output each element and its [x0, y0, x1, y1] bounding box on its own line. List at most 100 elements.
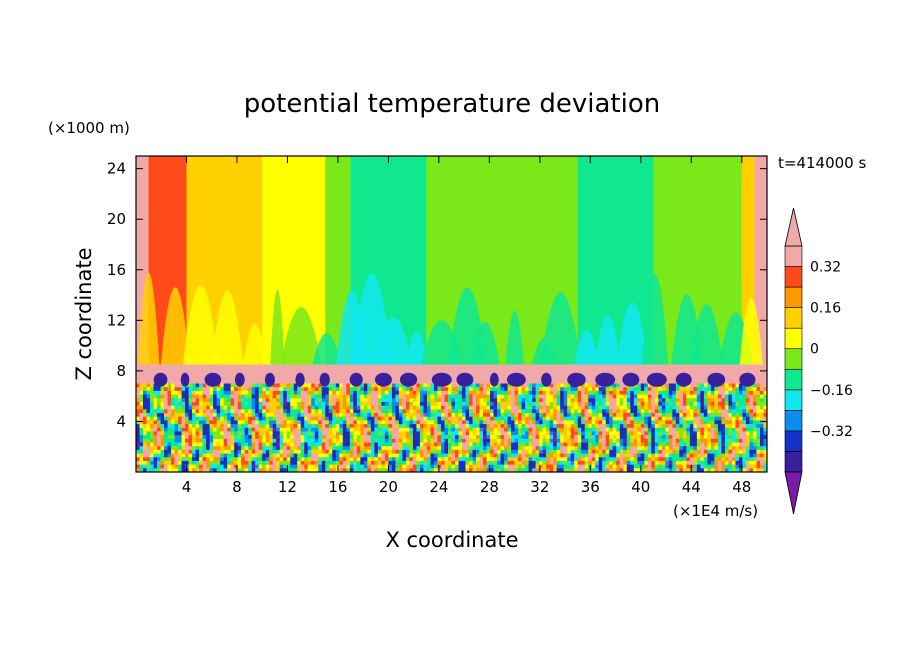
turbulence-cell	[272, 405, 277, 410]
turbulence-cell	[651, 387, 656, 392]
turbulence-cell	[377, 387, 382, 392]
turbulence-cell	[213, 435, 218, 440]
turbulence-cell	[714, 453, 719, 458]
turbulence-cell	[251, 460, 256, 466]
turbulence-cell	[258, 383, 263, 388]
turbulence-cell	[146, 446, 151, 451]
turbulence-cell	[265, 457, 270, 462]
turbulence-cell	[637, 442, 642, 447]
turbulence-cell	[283, 435, 288, 440]
turbulence-cell	[251, 413, 256, 418]
turbulence-cell	[675, 401, 680, 407]
turbulence-cell	[612, 405, 617, 410]
turbulence-cell	[535, 431, 540, 436]
turbulence-cell	[391, 464, 396, 469]
turbulence-cell	[525, 398, 530, 403]
turbulence-cell	[556, 457, 561, 462]
turbulence-cell	[483, 401, 487, 407]
turbulence-cell	[469, 431, 473, 436]
turbulence-cell	[255, 420, 260, 425]
turbulence-cell	[588, 416, 593, 421]
turbulence-cell	[293, 427, 298, 432]
turbulence-cell	[640, 405, 645, 410]
turbulence-cell	[433, 457, 438, 462]
turbulence-cell	[700, 442, 705, 447]
turbulence-cell	[584, 464, 589, 469]
turbulence-cell	[395, 398, 400, 403]
turbulence-cell	[633, 449, 638, 454]
turbulence-cell	[490, 431, 494, 436]
turbulence-cell	[269, 442, 274, 447]
turbulence-cell	[640, 401, 645, 407]
turbulence-cell	[244, 460, 249, 466]
turbulence-cell	[763, 413, 767, 418]
turbulence-cell	[742, 409, 747, 414]
turbulence-cell	[398, 435, 403, 440]
turbulence-cell	[297, 457, 302, 462]
turbulence-cell	[619, 413, 624, 418]
turbulence-cell	[609, 457, 614, 462]
turbulence-cell	[745, 468, 750, 472]
turbulence-cell	[476, 468, 480, 472]
turbulence-cell	[752, 460, 757, 466]
turbulence-cell	[276, 405, 281, 410]
turbulence-cell	[300, 446, 305, 451]
turbulence-cell	[426, 449, 431, 454]
turbulence-cell	[707, 468, 712, 472]
turbulence-cell	[672, 383, 677, 388]
turbulence-cell	[174, 401, 179, 407]
turbulence-cell	[619, 453, 624, 458]
turbulence-cell	[493, 420, 498, 425]
turbulence-cell	[616, 416, 621, 421]
turbulence-cell	[619, 457, 624, 462]
turbulence-cell	[668, 390, 673, 395]
turbulence-cell	[174, 424, 179, 429]
turbulence-cell	[581, 409, 586, 414]
turbulence-cell	[444, 438, 449, 443]
turbulence-cell	[542, 438, 547, 443]
turbulence-cell	[370, 409, 375, 414]
turbulence-cell	[518, 390, 523, 395]
turbulence-cell	[637, 435, 642, 440]
turbulence-cell	[693, 438, 698, 443]
turbulence-cell	[731, 394, 736, 399]
turbulence-cell	[672, 453, 677, 458]
turbulence-cell	[433, 398, 438, 403]
updraft-plume	[242, 324, 267, 365]
turbulence-cell	[430, 387, 435, 392]
turbulence-cell	[665, 449, 670, 454]
turbulence-cell	[363, 420, 368, 425]
turbulence-cell	[346, 446, 351, 451]
turbulence-cell	[374, 390, 379, 395]
turbulence-cell	[342, 449, 347, 454]
turbulence-cell	[728, 464, 733, 469]
turbulence-cell	[721, 383, 726, 388]
turbulence-cell	[272, 431, 277, 436]
turbulence-cell	[451, 424, 456, 429]
turbulence-cell	[661, 449, 666, 454]
turbulence-cell	[591, 446, 596, 451]
turbulence-cell	[514, 442, 519, 447]
turbulence-cell	[619, 449, 624, 454]
turbulence-cell	[223, 453, 228, 458]
turbulence-cell	[679, 446, 684, 451]
turbulence-cell	[139, 424, 144, 429]
turbulence-cell	[549, 457, 554, 462]
turbulence-cell	[195, 468, 200, 472]
turbulence-cell	[244, 387, 249, 392]
turbulence-cell	[416, 387, 421, 392]
turbulence-cell	[714, 464, 719, 469]
turbulence-cell	[381, 431, 386, 436]
turbulence-cell	[654, 449, 659, 454]
turbulence-cell	[188, 438, 193, 443]
turbulence-cell	[164, 427, 168, 432]
turbulence-cell	[714, 416, 719, 421]
turbulence-cell	[258, 398, 263, 403]
turbulence-cell	[241, 453, 246, 458]
turbulence-cell	[339, 390, 344, 395]
turbulence-cell	[465, 401, 470, 407]
turbulence-cell	[591, 387, 596, 392]
turbulence-cell	[328, 401, 333, 407]
turbulence-cell	[612, 398, 617, 403]
turbulence-cell	[167, 413, 172, 418]
